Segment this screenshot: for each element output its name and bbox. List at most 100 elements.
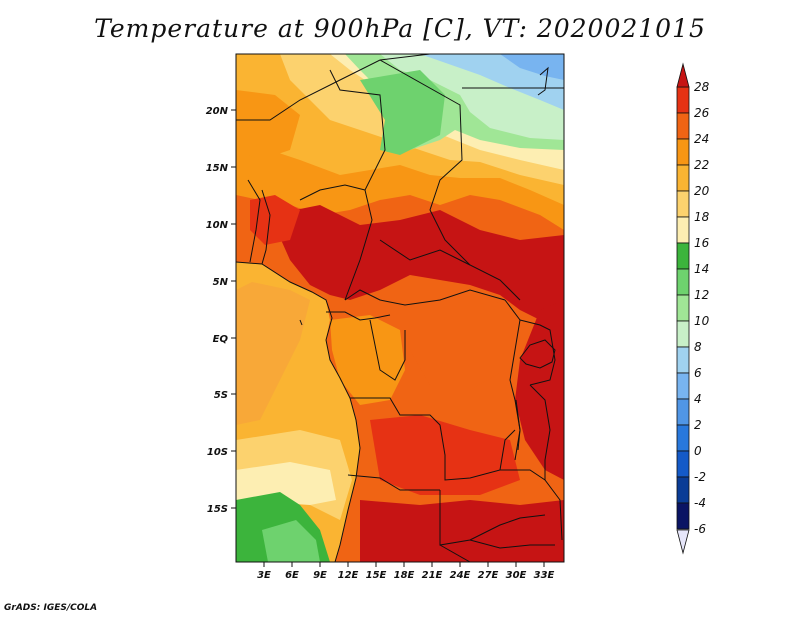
x-tick-labels: 3E 6E 9E 12E 15E 18E 21E 24E 27E 30E 33E [257,570,554,581]
colorbar-label: 28 [694,80,710,94]
map-title: Temperature at 900hPa [C], VT: 202002101… [94,14,706,43]
lake-victoria [519,339,556,369]
border-uganda-kenya [519,319,556,386]
border-car-north [379,239,471,266]
colorbar-label: 12 [694,288,709,302]
border-drc-angola-zambia [350,397,516,481]
colorbar-box [676,216,690,244]
hot-west-26 [250,195,300,245]
colorbar-label: 20 [694,184,710,198]
colorbar-box [676,268,690,296]
y-tick-label: 20N [206,106,229,117]
border-angola-namibia [347,474,440,491]
border-congo [369,319,406,381]
colorbar: 28 26 24 22 20 18 16 14 12 10 8 6 4 2 0 … [676,62,710,555]
border-tanzania [529,384,551,480]
border-chad-sudan [379,59,521,301]
border-namibia-botswana [439,490,546,546]
border-car-south [344,289,506,306]
y-tick-label: 15S [207,504,228,515]
north-band-6 [500,54,564,80]
y-tick-label: 10S [207,447,228,458]
colorbar-box [676,320,690,348]
y-tick-label: 5S [214,390,228,401]
island-bioko [299,319,303,326]
down-arrow-icon [676,529,690,555]
colorbar-box [676,294,690,322]
lake-tanganyika [515,399,521,451]
border-southwest [439,544,471,562]
x-tick-label: 33E [534,570,555,581]
congo-area-22 [330,315,405,405]
warm-patch-nw [236,90,300,160]
colorbar-label: 22 [694,158,709,172]
y-tick-label: 10N [206,220,229,231]
colorbar-box [676,138,690,166]
colorbar-labels: 28 26 24 22 20 18 16 14 12 10 8 6 4 2 0 … [694,80,710,536]
border-benin [261,189,271,265]
colorbar-label: 14 [694,262,709,276]
temperature-field [236,54,564,562]
colorbar-box [676,476,690,504]
paler-band-south [236,462,336,505]
x-tick-label: 27E [478,570,499,581]
colorbar-label: 10 [694,314,710,328]
country-borders [236,54,564,562]
y-tick-labels: 20N 15N 10N 5N EQ 5S 10S 15S [206,106,229,515]
credit-text: GrADS: IGES/COLA [4,603,98,613]
colorbar-label: 2 [694,418,702,432]
colorbar-box [676,86,690,114]
up-arrow-icon [676,62,690,88]
border-niger-nigeria [299,184,366,201]
colorbar-boxes [676,86,690,530]
map-frame [235,53,565,563]
colorbar-box [676,424,690,452]
colorbar-label: 24 [694,132,709,146]
x-tick-label: 21E [422,570,443,581]
coast-redsea [537,66,549,96]
cool-patch-sw-inner [262,520,320,562]
border-cameroon-gabon [326,311,391,321]
colorbar-label: 18 [694,210,710,224]
x-tick-label: 30E [506,570,527,581]
colorbar-box [676,112,690,140]
colorbar-box [676,346,690,374]
x-tick-label: 15E [366,570,387,581]
x-tick-label: 18E [394,570,415,581]
border-nigeria-niger-chad [329,69,386,301]
colorbar-label: 8 [694,340,702,354]
colorbar-box [676,164,690,192]
colorbar-box [676,450,690,478]
x-tick-label: 3E [257,570,271,581]
green-patch-north [360,70,445,155]
colorbar-label: 0 [694,444,702,458]
colorbar-label: -6 [694,522,706,536]
colorbar-label: 16 [694,236,710,250]
hot-south-28 [360,500,564,562]
colorbar-box [676,398,690,426]
colorbar-box [676,190,690,218]
x-tick-label: 24E [450,570,471,581]
y-tick-label: EQ [213,334,229,345]
x-tick-label: 9E [313,570,327,581]
gulf-area [236,282,310,425]
x-tick-label: 12E [338,570,359,581]
border-zimbabwe [469,539,555,549]
central-area-24 [410,295,520,390]
x-tick-marks [263,562,545,567]
border-mozambique [500,469,563,541]
border-north-1 [236,54,431,121]
border-togo [247,179,261,263]
colorbar-label: 6 [694,366,702,380]
hot-east-28 [515,300,564,480]
y-tick-label: 15N [206,163,229,174]
colorbar-label: 26 [694,106,710,120]
y-tick-label: 5N [213,277,229,288]
colorbar-box [676,372,690,400]
coastline [236,261,361,562]
x-tick-label: 6E [285,570,299,581]
colorbar-box [676,502,690,530]
hot-band-28 [270,205,564,330]
colorbar-box [676,242,690,270]
